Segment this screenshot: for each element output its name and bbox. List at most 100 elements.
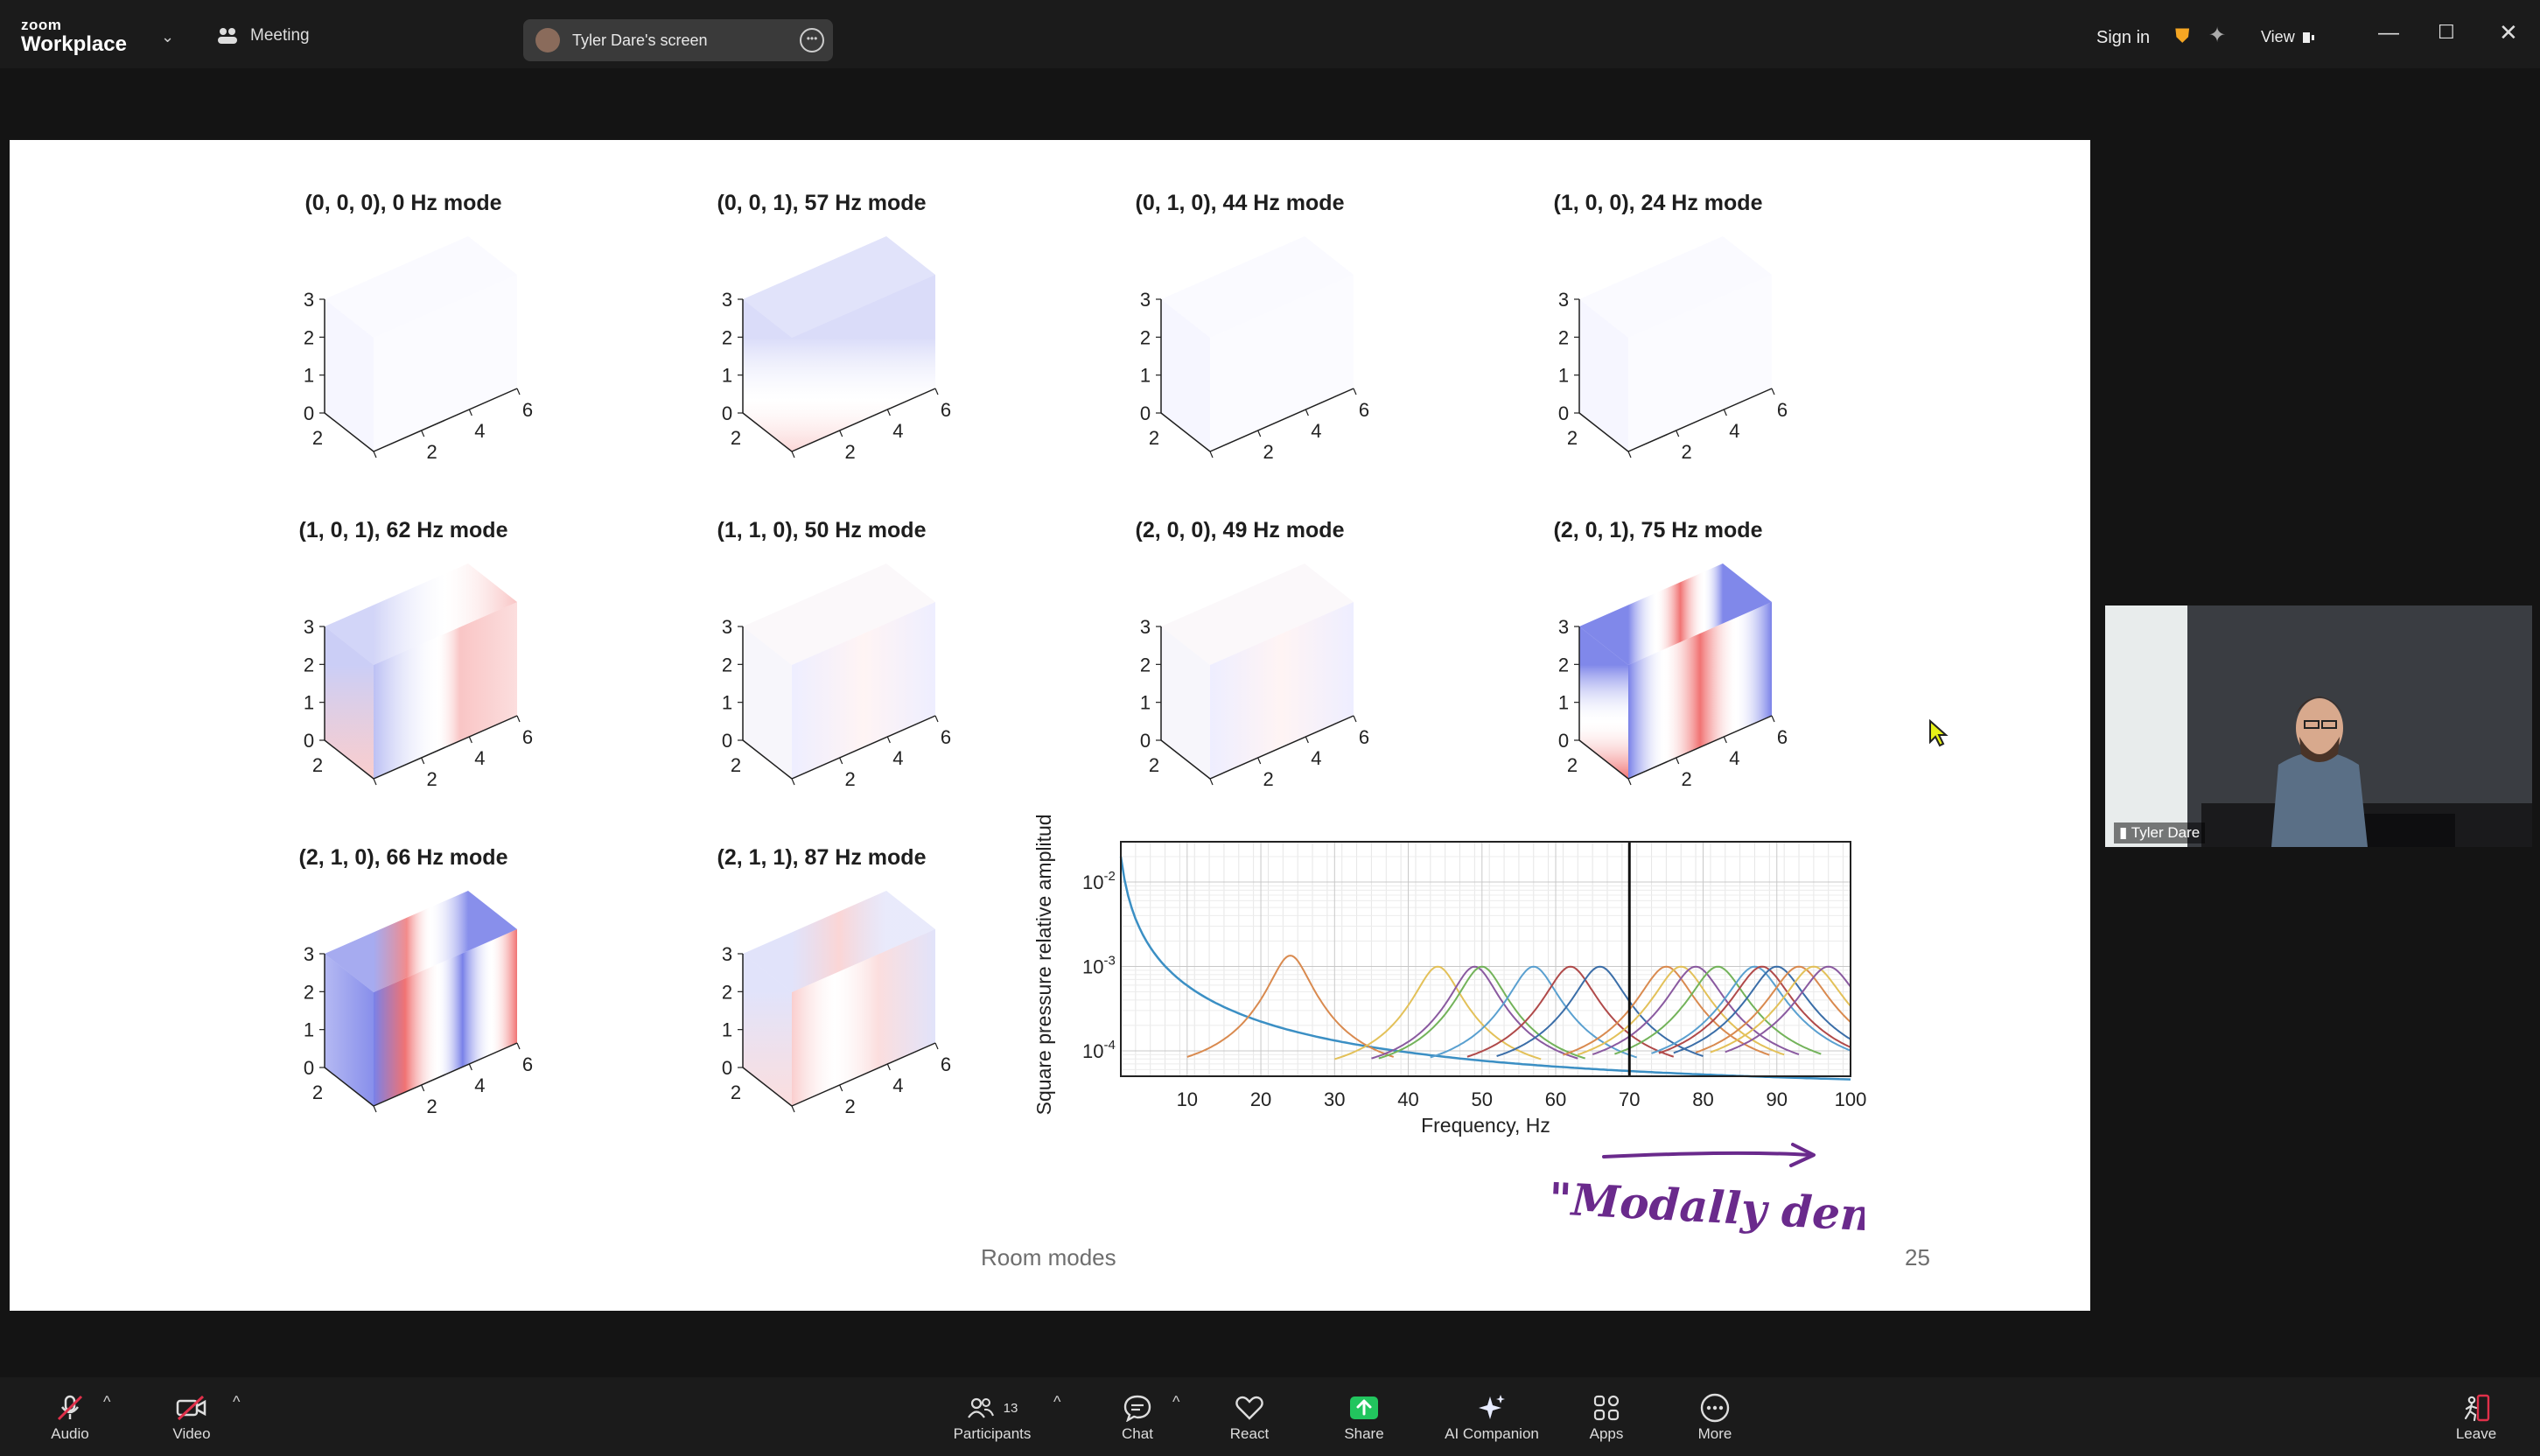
x-tick-label: 90	[1767, 1088, 1788, 1110]
sign-in-link[interactable]: Sign in	[2096, 28, 2151, 47]
apps-button[interactable]: Apps	[1580, 1377, 1633, 1456]
frequency-chart: 10 20 30 40 50 60 70 80 90 100 10-2 10-3 10-4 Frequen…	[1032, 814, 1866, 1137]
mode-box: 3210200246	[722, 891, 951, 1118]
x-tick-label: 70	[1619, 1088, 1640, 1110]
axis-tick-label: 4	[1311, 420, 1321, 442]
axis-tick-label: 2	[845, 768, 856, 790]
screen-share-pill[interactable]: Tyler Dare's screen •••	[523, 19, 833, 61]
chevron-down-icon[interactable]: ⌄	[161, 28, 175, 46]
more-icon	[1699, 1390, 1731, 1425]
mode-response-curve	[1614, 965, 1822, 1055]
axis-tick-label: 2	[1263, 768, 1274, 790]
audio-options-caret[interactable]: ^	[103, 1393, 111, 1410]
axis-tick-label: 2	[722, 981, 732, 1003]
apps-icon	[1592, 1390, 1621, 1425]
mode-title: (0, 1, 0), 44 Hz mode	[1135, 191, 1345, 215]
axis-tick-label: 1	[1140, 365, 1151, 387]
axis-tick-label: 1	[722, 1019, 732, 1041]
react-button[interactable]: React	[1221, 1377, 1277, 1456]
logo-line1: zoom	[21, 17, 62, 33]
more-button[interactable]: More	[1689, 1377, 1741, 1456]
axis-tick-label: 2	[1140, 654, 1151, 676]
video-options-caret[interactable]: ^	[233, 1393, 241, 1410]
minimize-icon[interactable]: —	[2378, 21, 2399, 45]
annotation-arrowhead	[1789, 1143, 1816, 1167]
participants-options-caret[interactable]: ^	[1053, 1393, 1061, 1410]
axis-tick-label: 2	[731, 754, 741, 776]
mode-plot: (1, 0, 1), 62 Hz mode3210200246	[220, 467, 587, 791]
shared-slide: (0, 0, 0), 0 Hz mode3210200246(0, 0, 1),…	[10, 140, 2090, 1311]
x-tick-label: 30	[1324, 1088, 1345, 1110]
x-tick-label: 50	[1472, 1088, 1493, 1110]
participants-icon	[967, 1397, 994, 1418]
mode-response-curve	[1430, 965, 1637, 1059]
mode-title: (1, 1, 0), 50 Hz mode	[717, 518, 927, 542]
mode-response-curve	[1466, 965, 1675, 1058]
axis-tick-label: 2	[1558, 654, 1569, 676]
leave-button[interactable]: Leave	[2450, 1377, 2502, 1456]
y-tick-label: 10-4	[1082, 1038, 1116, 1062]
mode-title: (2, 0, 0), 49 Hz mode	[1135, 518, 1345, 542]
leave-icon	[2460, 1390, 2492, 1425]
axis-tick-label: 0	[379, 462, 389, 464]
more-options-icon[interactable]: •••	[800, 28, 824, 52]
avatar	[535, 28, 560, 52]
leave-label: Leave	[2455, 1425, 2497, 1442]
mode-plot: (2, 0, 1), 75 Hz mode3210200246	[1474, 467, 1842, 791]
axis-tick-label: 3	[1558, 616, 1569, 638]
sparkle-icon[interactable]: ✦	[2208, 24, 2227, 47]
axis-tick-label: 0	[304, 730, 314, 752]
axis-tick-label: 4	[1311, 747, 1321, 769]
y-tick-label: 10-3	[1082, 953, 1116, 977]
mode-response-curve	[1710, 965, 1851, 1054]
mode-box: 3210200246	[1140, 236, 1369, 464]
mode-response-curve	[1725, 965, 1851, 1054]
view-menu[interactable]: View	[2261, 28, 2316, 46]
close-icon[interactable]: ✕	[2499, 19, 2518, 46]
participants-button[interactable]: 13 Participants	[947, 1377, 1038, 1456]
audio-label: Audio	[51, 1425, 89, 1442]
speaker-video[interactable]: ▮ Tyler Dare	[2105, 606, 2532, 847]
camera-off-icon	[175, 1390, 208, 1425]
axis-tick-label: 6	[941, 399, 951, 421]
axis-tick-label: 0	[1140, 402, 1151, 424]
axis-tick-label: 2	[1263, 441, 1274, 463]
mode-title: (2, 1, 1), 87 Hz mode	[717, 845, 927, 870]
view-label: View	[2261, 28, 2295, 46]
mode-title: (2, 1, 0), 66 Hz mode	[298, 845, 508, 870]
y-axis-label: Square pressure relative amplitude	[1032, 814, 1055, 1115]
mode-box: 3210200246	[722, 236, 951, 464]
meeting-menu[interactable]: Meeting	[217, 26, 310, 46]
mode-response-curve	[1563, 965, 1770, 1056]
chart-grid	[1120, 841, 1851, 1077]
mode-response-curve	[1695, 965, 1851, 1054]
mode-response-curve	[1651, 965, 1851, 1054]
zoom-logo: zoom Workplace	[21, 18, 127, 55]
maximize-icon[interactable]: ☐	[2438, 21, 2455, 43]
mode-title: (0, 0, 0), 0 Hz mode	[304, 191, 502, 215]
axis-tick-label: 1	[1140, 692, 1151, 714]
screen-label: Tyler Dare's screen	[572, 31, 708, 49]
video-button[interactable]: Video	[163, 1377, 220, 1456]
axis-tick-label: 2	[427, 1096, 437, 1117]
x-axis-label: Frequency, Hz	[1421, 1114, 1550, 1137]
shield-icon[interactable]: ⛊	[2175, 24, 2190, 46]
axis-tick-label: 6	[941, 726, 951, 748]
axis-tick-label: 4	[474, 747, 485, 769]
ai-companion-button[interactable]: AI Companion	[1435, 1377, 1549, 1456]
chat-button[interactable]: Chat	[1111, 1377, 1164, 1456]
axis-tick-label: 6	[522, 399, 533, 421]
slide-page-number: 25	[1905, 1244, 1930, 1270]
mode-response-curve	[1592, 965, 1800, 1055]
axis-tick-label: 0	[379, 1116, 389, 1118]
ai-sparkle-icon	[1476, 1390, 1508, 1425]
speaker-name-label: ▮ Tyler Dare	[2114, 822, 2206, 844]
chat-options-caret[interactable]: ^	[1172, 1393, 1180, 1410]
share-button[interactable]: Share	[1335, 1377, 1393, 1456]
audio-button[interactable]: Audio	[42, 1377, 98, 1456]
mode-title: (1, 0, 1), 62 Hz mode	[298, 518, 508, 542]
axis-tick-label: 2	[312, 754, 323, 776]
mode-plot: (2, 0, 0), 49 Hz mode3210200246	[1056, 467, 1424, 791]
axis-tick-label: 4	[892, 420, 903, 442]
axis-tick-label: 0	[722, 1057, 732, 1079]
